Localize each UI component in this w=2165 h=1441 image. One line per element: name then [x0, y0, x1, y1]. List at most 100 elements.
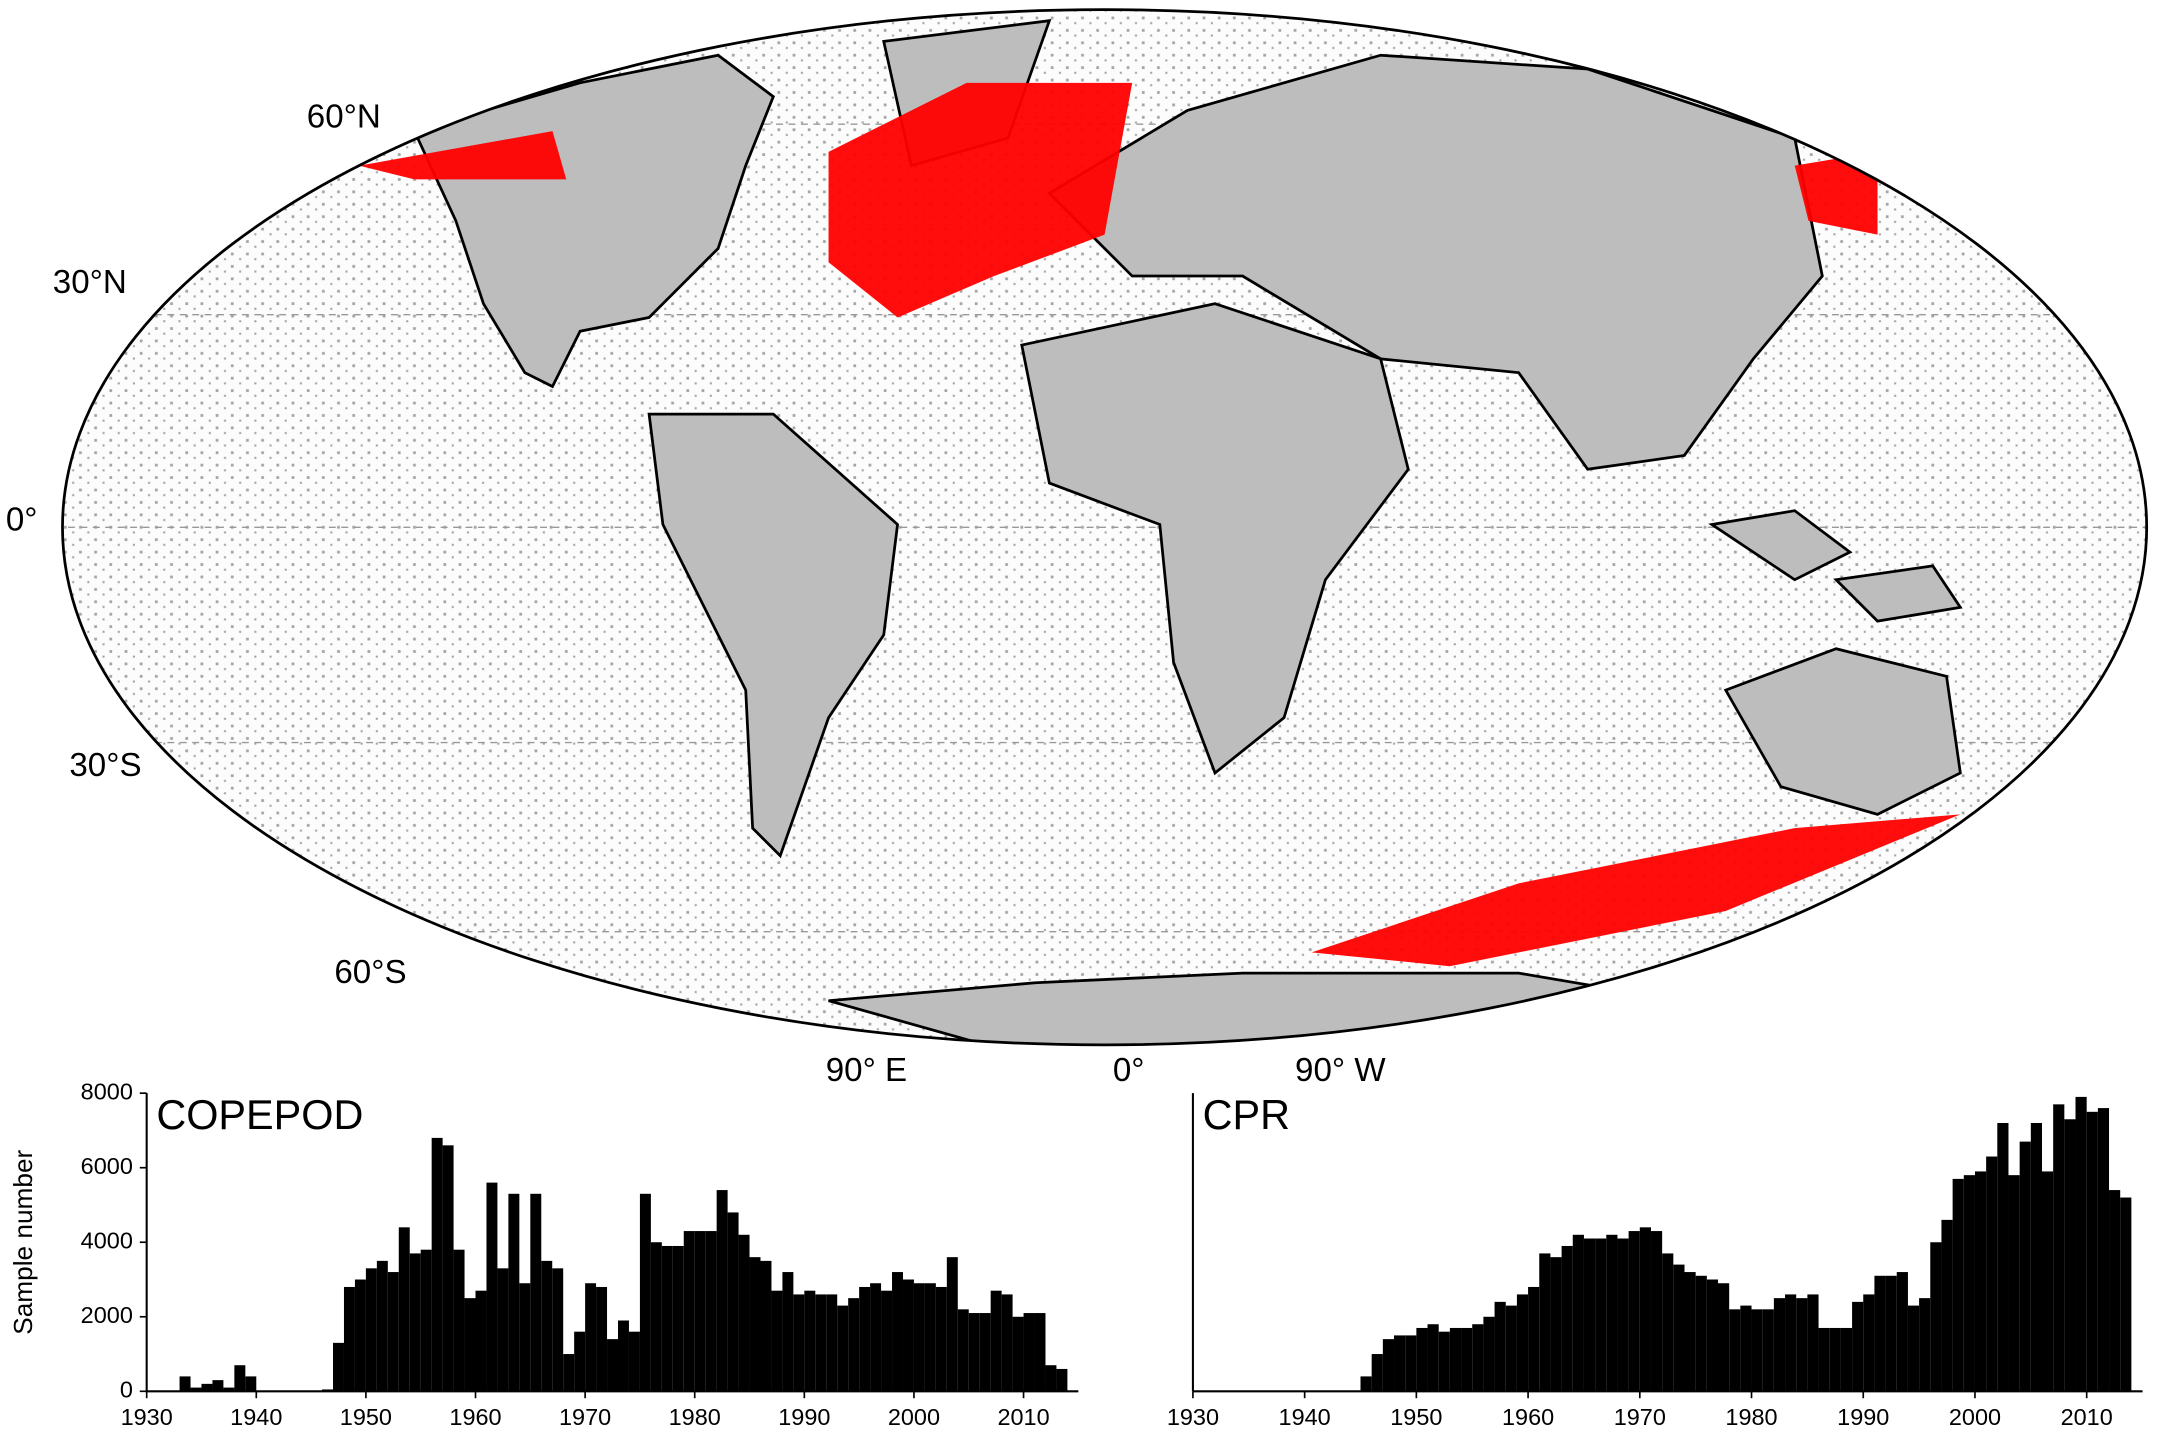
bar: [1561, 1245, 1573, 1392]
x-tick-label: 2010: [2061, 1404, 2113, 1430]
bar: [541, 1260, 553, 1392]
bar: [442, 1145, 454, 1392]
bar: [179, 1376, 191, 1392]
bar: [1483, 1316, 1495, 1392]
x-tick-label: 1930: [1167, 1404, 1219, 1430]
north-america: [412, 53, 775, 389]
bar: [804, 1290, 816, 1392]
bar: [935, 1286, 947, 1392]
bar: [990, 1290, 1002, 1392]
lon-label: 0°: [1113, 1052, 1145, 1089]
bar: [1807, 1294, 1819, 1392]
bar: [387, 1272, 399, 1392]
bar: [453, 1249, 465, 1392]
bar: [398, 1227, 410, 1392]
x-tick-label: 1990: [1837, 1404, 1889, 1430]
x-tick-label: 2000: [888, 1404, 940, 1430]
bar: [190, 1387, 202, 1392]
x-tick-label: 1980: [669, 1404, 721, 1430]
bar: [1952, 1178, 1964, 1392]
bar: [2120, 1197, 2132, 1392]
bar: [431, 1137, 443, 1392]
y-tick-label: 0: [120, 1377, 133, 1403]
bar: [650, 1242, 662, 1392]
bar: [694, 1231, 706, 1392]
lon-label: 90° E: [826, 1052, 907, 1089]
bar: [552, 1268, 564, 1392]
bar: [1729, 1309, 1741, 1392]
bar: [201, 1383, 213, 1392]
bar: [1382, 1339, 1395, 1392]
x-tick-label: 1990: [778, 1404, 830, 1430]
lon-label: 90° W: [1295, 1052, 1386, 1089]
bar: [617, 1320, 629, 1392]
bar: [2075, 1096, 2087, 1392]
bar: [859, 1286, 871, 1392]
bar: [924, 1283, 936, 1392]
bar: [1606, 1234, 1618, 1392]
globe-outline: [61, 8, 2149, 1047]
bar: [628, 1331, 640, 1392]
bar: [585, 1283, 597, 1392]
bar: [475, 1290, 487, 1392]
bar: [574, 1331, 586, 1392]
bar: [1539, 1253, 1551, 1392]
bar: [1695, 1275, 1707, 1392]
bar: [1997, 1122, 2009, 1392]
bar: [486, 1182, 498, 1392]
lat-label: 60°S: [334, 954, 406, 991]
bar: [1461, 1327, 1473, 1392]
bar: [782, 1272, 794, 1392]
bar: [1829, 1327, 1841, 1392]
bar: [705, 1231, 717, 1392]
eurasia: [1047, 53, 1824, 471]
map: 60°N 30°N 0° 30°S 60°S 90° E 0° 90° W: [6, 8, 2149, 1089]
bar: [1863, 1294, 1875, 1392]
x-tick-label: 1940: [230, 1404, 282, 1430]
lat-label: 30°S: [69, 747, 141, 784]
bar: [2097, 1108, 2110, 1392]
bar: [420, 1249, 432, 1392]
africa: [1020, 302, 1410, 776]
bar: [2019, 1141, 2031, 1392]
bar: [354, 1279, 366, 1392]
y-axis-label: Sample number: [8, 1149, 38, 1334]
bar: [1034, 1313, 1046, 1392]
bar: [1941, 1219, 1953, 1392]
bar: [607, 1339, 618, 1392]
bar: [365, 1268, 377, 1392]
bar: [1673, 1264, 1685, 1392]
chart-title: CPR: [1203, 1092, 1290, 1138]
x-tick-label: 1930: [121, 1404, 173, 1430]
bar: [1572, 1234, 1584, 1392]
track-area: [1794, 151, 1878, 235]
bar: [2109, 1190, 2121, 1392]
bar: [508, 1193, 520, 1392]
x-tick-label: 1960: [449, 1404, 501, 1430]
bar: [1516, 1294, 1529, 1392]
bar: [2053, 1104, 2065, 1392]
bar: [212, 1380, 224, 1392]
bar: [1023, 1313, 1035, 1392]
bar: [1438, 1331, 1450, 1392]
bar: [1650, 1231, 1663, 1392]
bar: [343, 1286, 355, 1392]
bar: [826, 1294, 838, 1392]
x-tick-label: 2010: [997, 1404, 1049, 1430]
bar: [672, 1245, 684, 1392]
y-tick-label: 8000: [81, 1078, 133, 1104]
bar: [771, 1290, 783, 1392]
bar: [1907, 1305, 1920, 1392]
bar: [530, 1193, 542, 1392]
bar: [245, 1376, 257, 1392]
bar: [1505, 1305, 1517, 1392]
bar: [497, 1268, 509, 1392]
track-area: [1311, 814, 1961, 967]
bar: [563, 1354, 575, 1392]
bar: [716, 1190, 728, 1392]
bar: [848, 1298, 860, 1392]
bar: [1405, 1335, 1417, 1392]
bar: [519, 1283, 531, 1392]
bar: [2008, 1175, 2020, 1392]
lat-label: 0°: [6, 501, 38, 538]
